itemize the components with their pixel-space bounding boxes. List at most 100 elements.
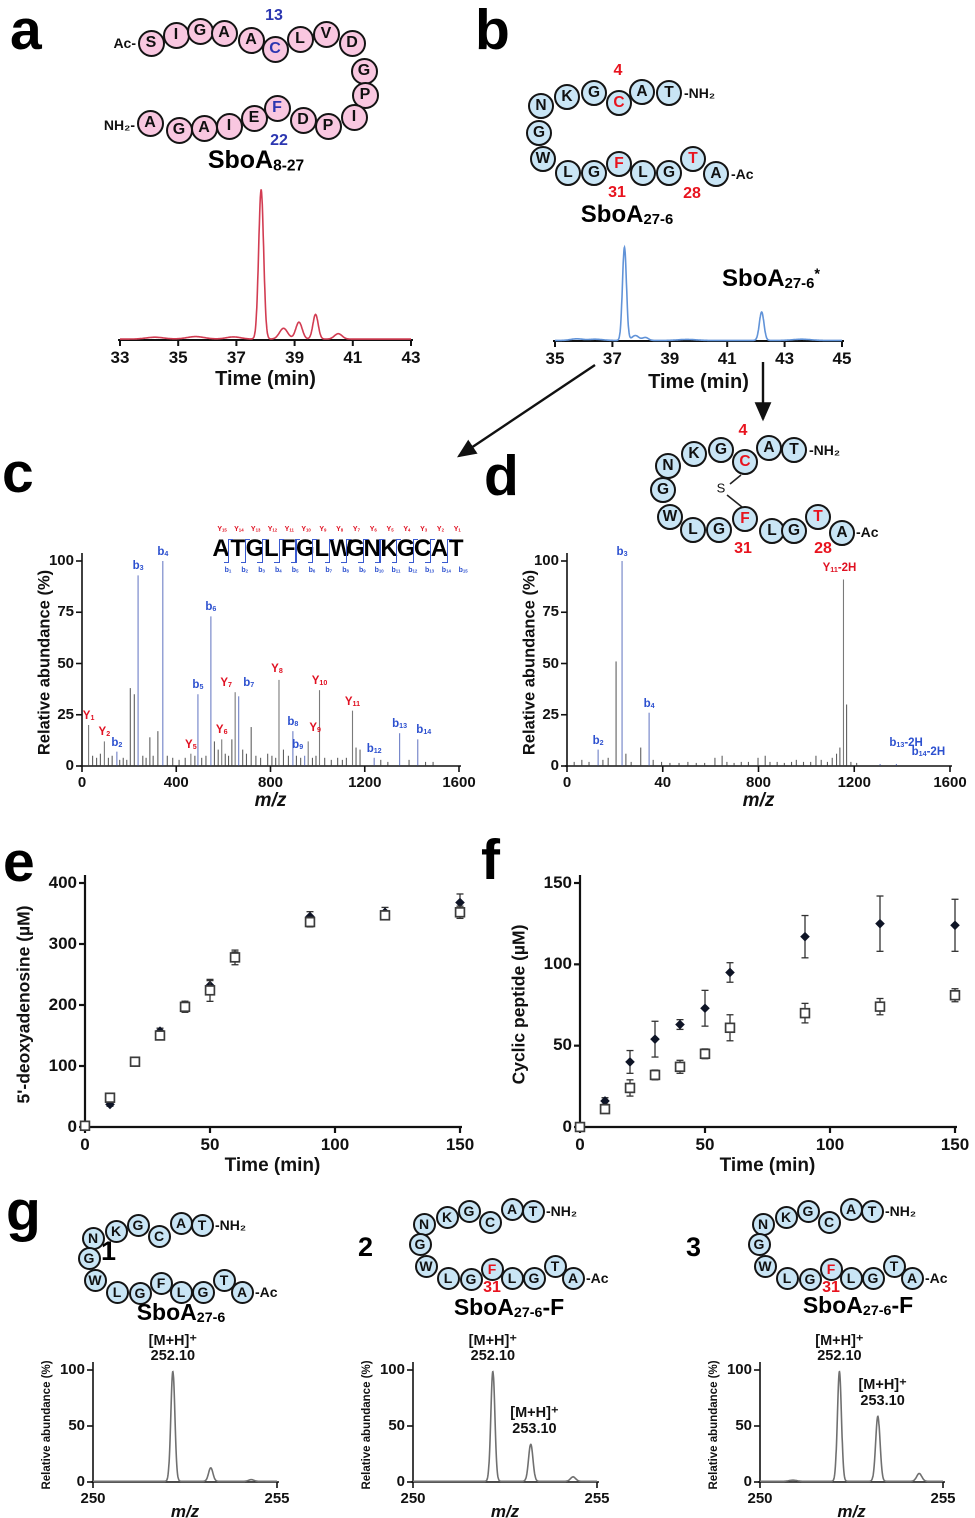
ytick: 50 <box>553 1035 572 1055</box>
cutv <box>295 539 297 563</box>
sequence-letter: G <box>396 535 416 562</box>
pklb: b5 <box>192 679 204 692</box>
tick: 800 <box>257 774 284 791</box>
sb: 7 <box>228 681 232 690</box>
b-ion-label: b9 <box>359 567 366 574</box>
thioether-bridge-s: S <box>716 480 726 496</box>
path <box>760 1370 943 1483</box>
residue-number: 28 <box>814 540 832 557</box>
pklb: b2 <box>111 736 123 749</box>
sb: 8 <box>278 666 283 675</box>
b-ion-label: b8 <box>342 567 349 574</box>
terminal-label: -Ac <box>586 1270 609 1286</box>
residue-bead-N: N <box>751 1212 775 1236</box>
sb: 27-6 <box>643 212 674 229</box>
sb: 27-6 <box>196 1310 226 1327</box>
sb: 12 <box>412 568 418 574</box>
ytick: 100 <box>379 1361 405 1378</box>
sequence-letter: A <box>430 535 448 562</box>
pklb: b4 <box>157 546 169 559</box>
residue-bead-A: A <box>839 1197 863 1221</box>
ytick: 150 <box>543 872 572 892</box>
y-ion-label: Y5 <box>386 526 394 533</box>
rect <box>154 1030 166 1041</box>
residue-bead-G: G <box>191 1280 215 1304</box>
cutv <box>328 539 331 563</box>
ylab: Relative abundance (%) <box>41 1360 53 1490</box>
ylab: Relative abundance (%) <box>35 570 54 756</box>
cutv <box>341 561 347 563</box>
sb: 8 <box>294 720 299 729</box>
residue-bead-C: C <box>732 449 758 475</box>
cutv <box>328 539 334 541</box>
residue-number: 13 <box>265 7 283 24</box>
tick: 150 <box>445 1135 475 1154</box>
sb: 7 <box>250 681 255 690</box>
sb: 10 <box>319 679 328 688</box>
sb: 13 <box>399 722 408 731</box>
cutv <box>412 539 415 563</box>
residue-bead-T: T <box>543 1254 567 1278</box>
item-number-1: 1 <box>101 1236 117 1266</box>
sb: 7 <box>357 527 361 533</box>
residue-bead-T: T <box>212 1268 236 1292</box>
item-number-2: 2 <box>358 1232 374 1262</box>
xlab: m/z <box>742 790 775 811</box>
pklb: Y6 <box>215 724 228 737</box>
residue-number: 22 <box>270 132 288 149</box>
cutv <box>425 561 431 563</box>
tick: 41 <box>343 348 363 367</box>
xlab: m/z <box>837 1502 866 1518</box>
path <box>625 1057 635 1067</box>
panel-label-f: f <box>481 828 500 892</box>
residue-bead-G: G <box>708 437 734 463</box>
residue-number: 31 <box>483 1279 501 1296</box>
sb: 14 <box>238 527 244 533</box>
residue-bead-A: A <box>561 1266 585 1290</box>
ytick: 0 <box>562 1116 572 1136</box>
sb: 11 <box>830 566 838 575</box>
tick: 100 <box>815 1135 845 1154</box>
residue-bead-G: G <box>522 1266 546 1290</box>
residue-bead-T: T <box>190 1213 214 1237</box>
residue-bead-T: T <box>521 1199 545 1223</box>
residue-bead-G: G <box>706 517 732 543</box>
cutv <box>408 561 414 563</box>
tick: 39 <box>660 349 680 368</box>
residue-bead-A: A <box>190 114 218 142</box>
ytick: 0 <box>65 757 74 774</box>
residue-bead-A: A <box>703 161 729 187</box>
terminal-label: Ac- <box>113 35 136 51</box>
fragmentation-sequence-annotation: A T G L F G L W G N K G C A T Y15 Y14 Y13 Y12 Y11 Y10 Y9 Y8 Y7 Y… <box>212 526 470 578</box>
sb: 5 <box>391 527 394 533</box>
sb: 5 <box>199 683 204 692</box>
ytick: 75 <box>542 603 559 621</box>
tick: 50 <box>200 1135 220 1154</box>
sb: 7 <box>329 568 333 574</box>
cutv <box>228 539 230 563</box>
rect <box>574 1121 586 1133</box>
ytick: 75 <box>57 603 74 621</box>
sb: 2 <box>599 738 604 747</box>
pklb: b4 <box>643 697 655 710</box>
tick: 0 <box>575 1135 585 1154</box>
rect <box>649 1069 661 1081</box>
residue-bead-L: L <box>630 160 656 186</box>
y-ion-label: Y12 <box>267 526 278 533</box>
sb: 6 <box>223 728 228 737</box>
path <box>455 897 465 908</box>
residue-number: 31 <box>608 184 626 201</box>
ylab: Relative abundance (%) <box>708 1360 720 1490</box>
cutv <box>362 539 364 563</box>
sb: 11 <box>352 699 361 708</box>
residue-bead-I: I <box>215 112 243 140</box>
rect <box>379 910 391 921</box>
cutv <box>295 539 301 541</box>
residue-bead-C: C <box>147 1224 171 1248</box>
sequence-letter: L <box>314 535 329 562</box>
y-ion-label: Y8 <box>336 526 344 533</box>
residue-bead-K: K <box>104 1219 128 1243</box>
cutv <box>278 539 284 541</box>
path <box>555 244 842 342</box>
ytick: 50 <box>68 1417 85 1434</box>
